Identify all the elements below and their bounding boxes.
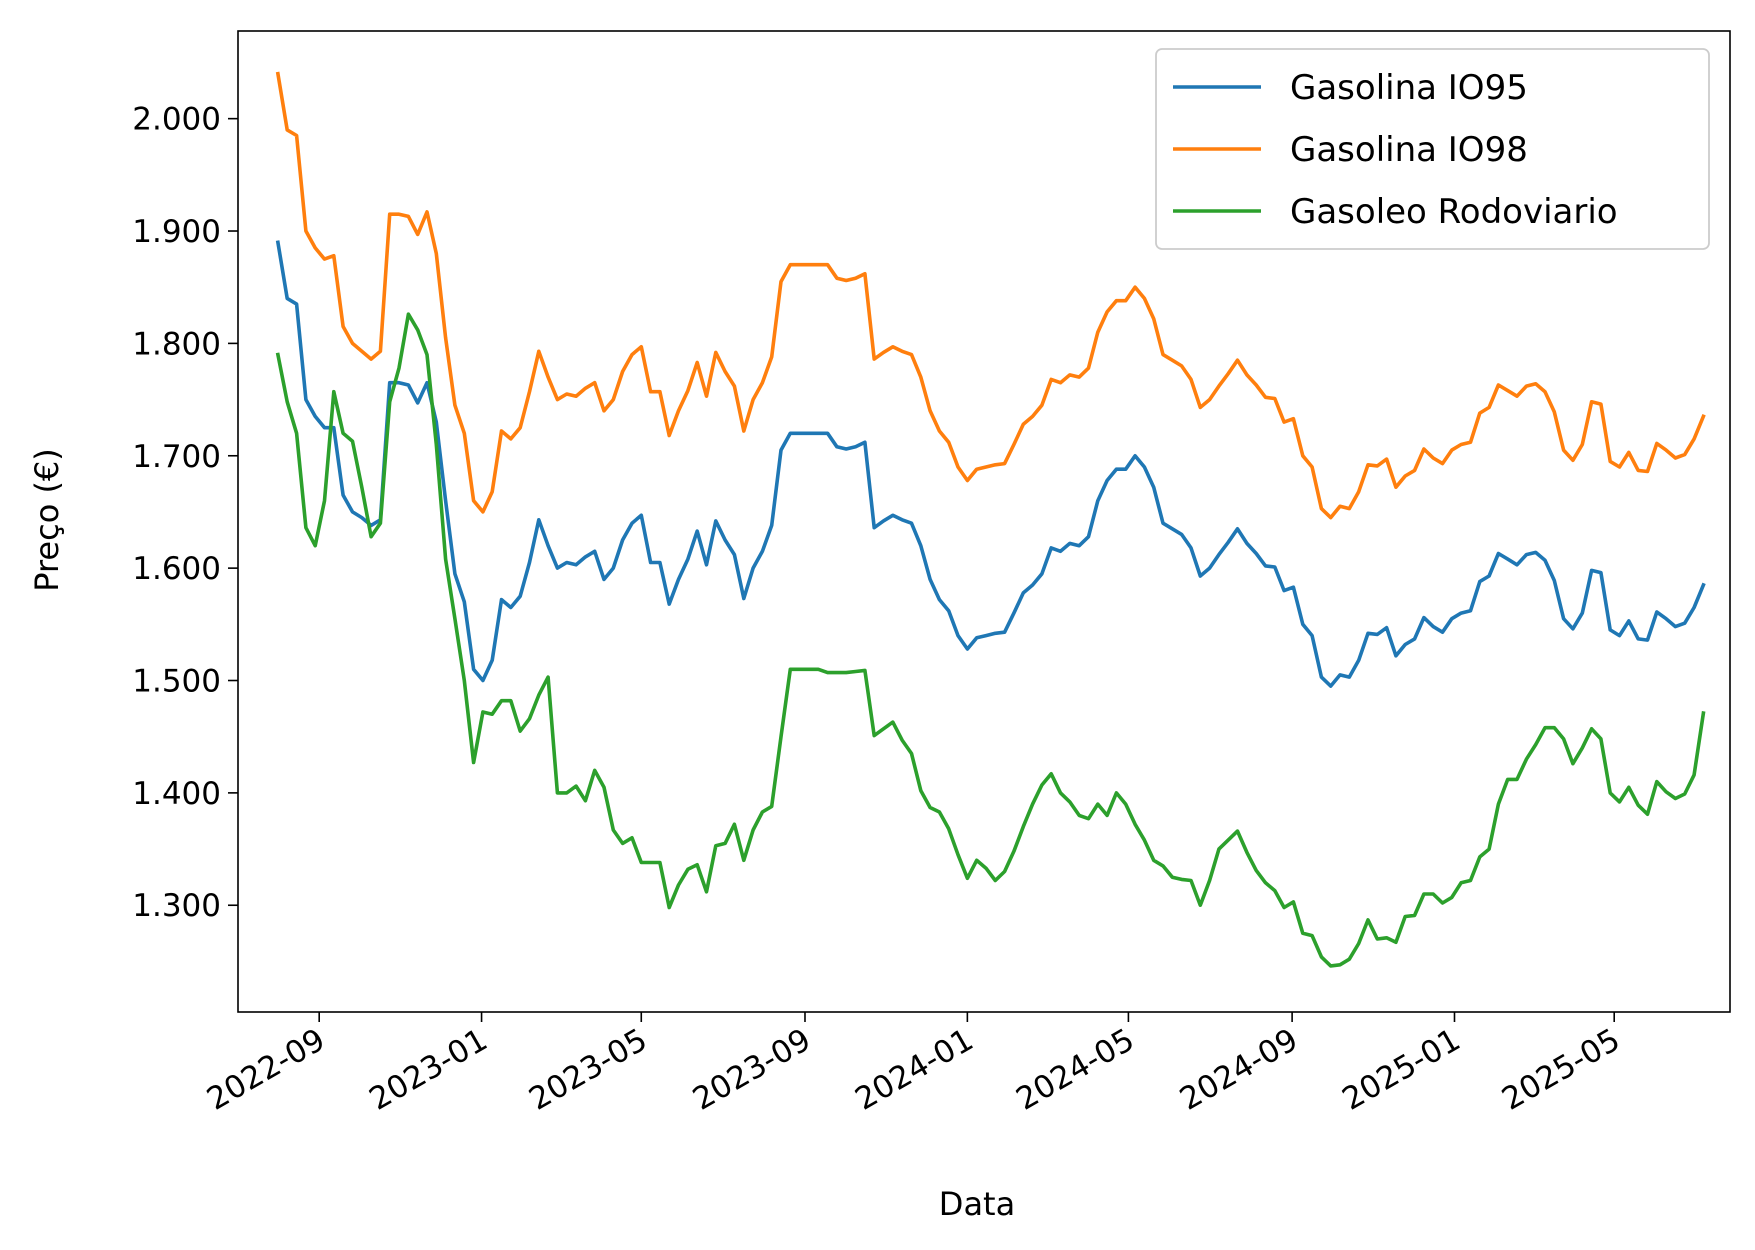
y-tick-label: 1.900 — [132, 214, 221, 250]
legend-box — [1155, 48, 1710, 250]
series-line-2 — [275, 71, 1706, 520]
y-tick-label: 1.700 — [132, 439, 221, 475]
legend-entry: Gasolina IO98 — [1290, 130, 1528, 170]
series-layer — [275, 71, 1706, 968]
series-line-1 — [275, 240, 1706, 688]
y-tick-label: 1.500 — [132, 664, 221, 700]
y-axis-label: Preço (€) — [28, 448, 66, 592]
y-tick-label: 1.800 — [132, 326, 221, 362]
legend-entry: Gasolina IO95 — [1290, 68, 1528, 108]
plot-frame — [237, 30, 1731, 1013]
series-line-3 — [275, 312, 1706, 968]
y-axis: 1.300 1.400 1.500 1.600 1.700 1.800 1.900 2.000 — [132, 102, 238, 924]
legend-entry: Gasoleo Rodoviario — [1290, 192, 1618, 232]
legend: Gasolina IO95 Gasolina IO98 Gasoleo Rodovi… — [1155, 48, 1710, 250]
y-tick-label: 1.600 — [132, 551, 221, 587]
y-tick-label: 1.400 — [132, 776, 221, 812]
y-tick-label: 1.300 — [132, 888, 221, 924]
x-axis-label: Data — [939, 1185, 1015, 1223]
y-tick-label: 2.000 — [132, 102, 221, 138]
